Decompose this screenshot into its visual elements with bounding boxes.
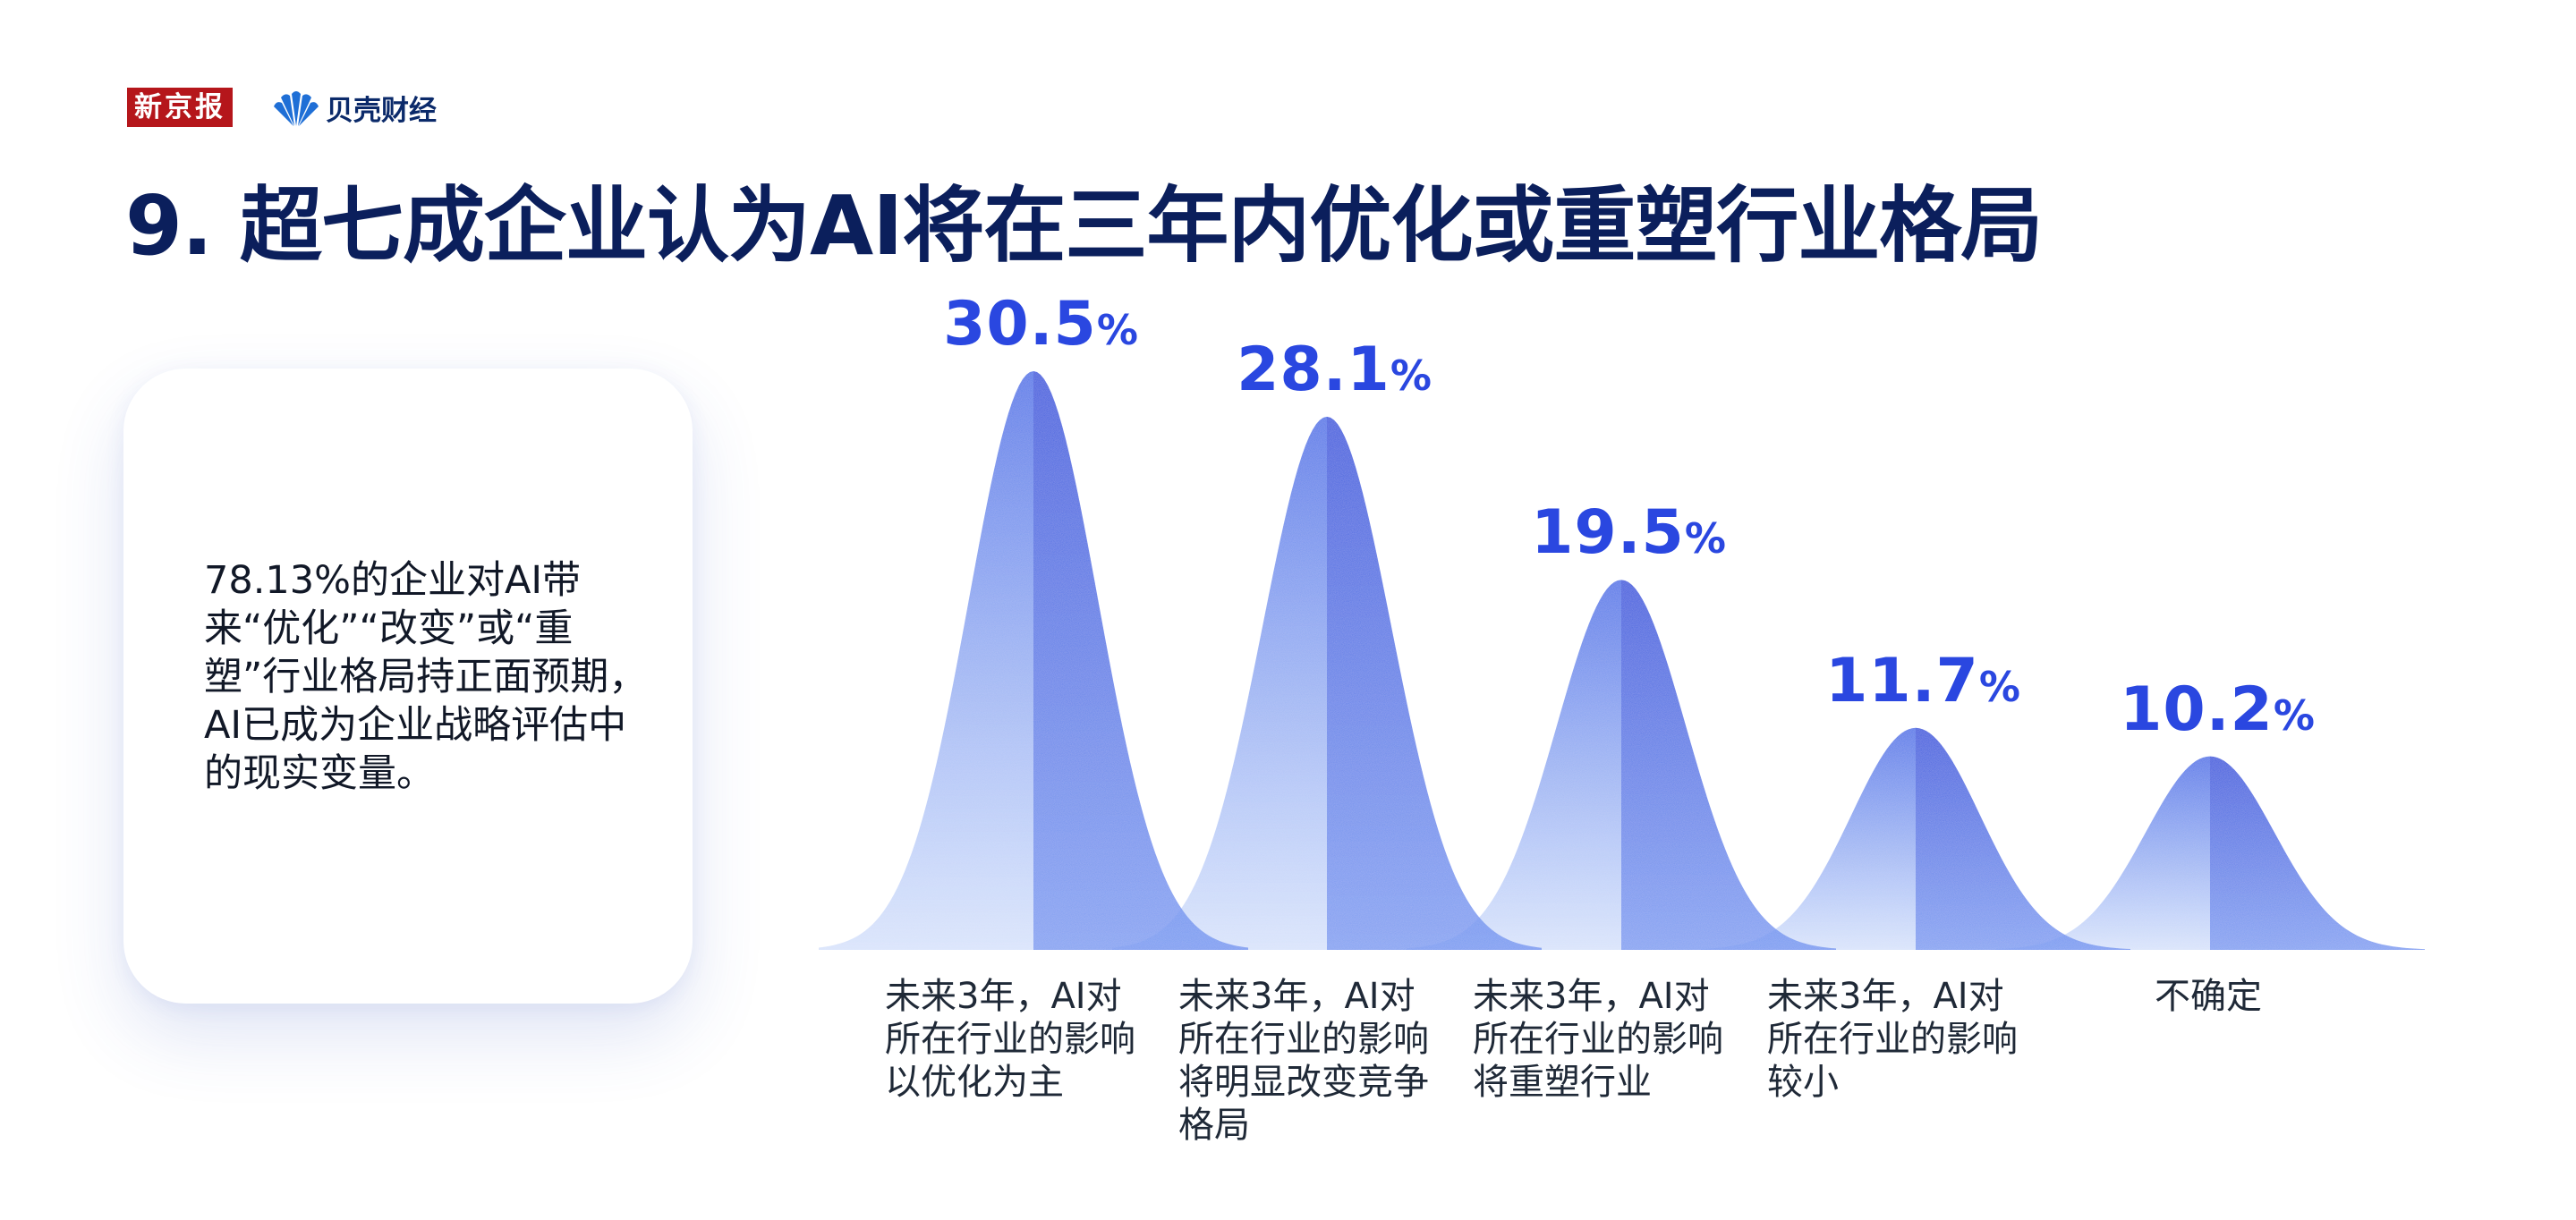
summary-text: 78.13%的企业对AI带来“优化”“改变”或“重塑”行业格局持正面预期，AI已…	[204, 558, 648, 796]
category-label-5: 不确定	[2155, 976, 2262, 1017]
value-number: 28.1	[1237, 334, 1390, 405]
value-label-4: 11.7%	[1825, 646, 2020, 716]
peak-1-left	[819, 371, 1033, 950]
value-unit: %	[1684, 514, 1726, 563]
brand-beike-text: 贝壳财经	[326, 94, 437, 127]
peak-2-right	[1327, 416, 1542, 950]
peak-1-right	[1033, 371, 1248, 950]
summary-card: 78.13%的企业对AI带来“优化”“改变”或“重塑”行业格局持正面预期，AI已…	[123, 369, 693, 1004]
brand-bar: 新京报 贝壳财经	[127, 86, 437, 129]
category-label-4: 未来3年，AI对 所在行业的影响 较小	[1767, 976, 2018, 1103]
value-label-3: 19.5%	[1531, 497, 1726, 568]
category-label-3: 未来3年，AI对 所在行业的影响 将重塑行业	[1473, 976, 1723, 1103]
peak-5-left	[1995, 756, 2210, 950]
peak-5-right	[2210, 756, 2425, 950]
brand-logo-beike: 贝壳财经	[272, 87, 437, 128]
value-unit: %	[2273, 690, 2315, 740]
brand-logo-xinjingbao: 新京报	[127, 88, 233, 127]
value-label-5: 10.2%	[2120, 674, 2315, 745]
value-label-2: 28.1%	[1237, 335, 1432, 405]
value-number: 19.5	[1531, 497, 1685, 569]
value-unit: %	[1096, 306, 1138, 354]
value-unit: %	[1978, 662, 2020, 711]
value-number: 10.2	[2120, 674, 2274, 745]
page-title: 9. 超七成企业认为AI将在三年内优化或重塑行业格局	[125, 178, 2043, 274]
value-unit: %	[1390, 351, 1432, 400]
peak-4-left	[1701, 727, 1916, 950]
value-number: 30.5	[943, 289, 1097, 360]
value-number: 11.7	[1825, 645, 1979, 716]
value-label-1: 30.5%	[943, 289, 1138, 360]
peak-3-left	[1407, 580, 1621, 950]
peak-4-right	[1916, 727, 2130, 950]
category-label-1: 未来3年，AI对 所在行业的影响 以优化为主	[885, 976, 1135, 1103]
category-label-2: 未来3年，AI对 所在行业的影响 将明显改变竞争 格局	[1178, 976, 1429, 1146]
peak-3-right	[1621, 580, 1836, 950]
shell-icon	[274, 91, 319, 126]
peak-2-left	[1112, 416, 1327, 950]
